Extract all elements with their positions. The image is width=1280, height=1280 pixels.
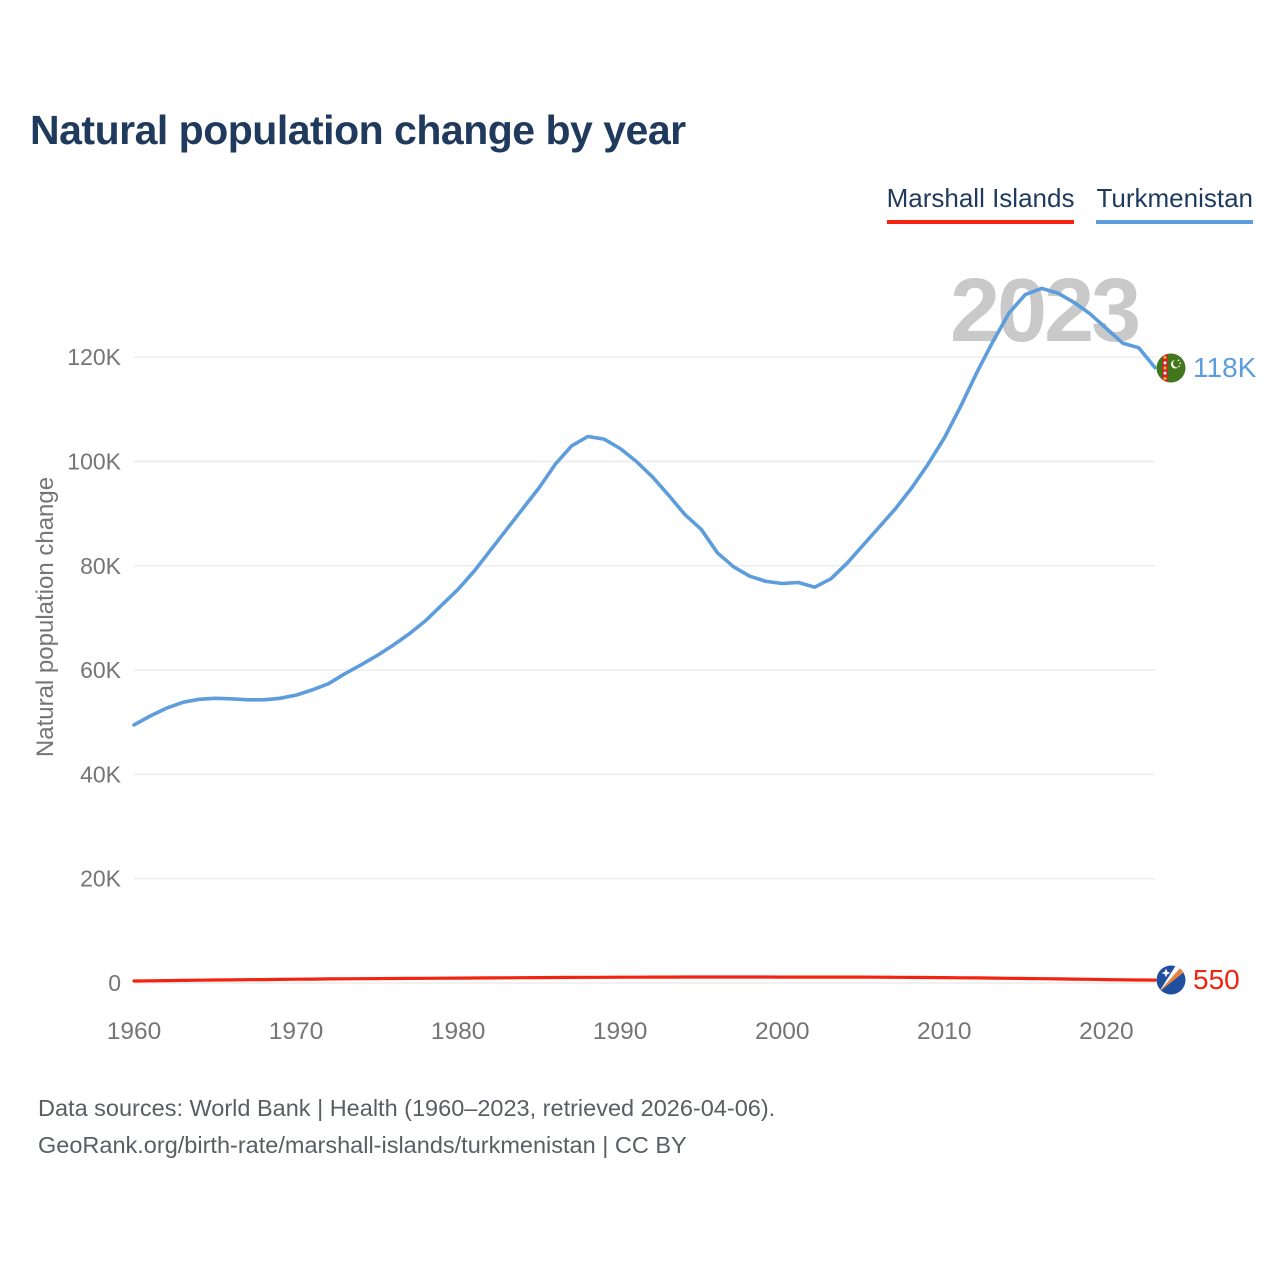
x-tick-label: 1960 (107, 1018, 162, 1045)
data-source-note: Data sources: World Bank | Health (1960–… (38, 1090, 775, 1164)
marshall-islands-end-value: 550 (1193, 964, 1240, 995)
legend-item-turkmenistan[interactable]: Turkmenistan (1096, 183, 1253, 224)
turkmenistan-flag-icon (1156, 353, 1186, 383)
turkmenistan-end-label: 118K (1156, 352, 1257, 383)
y-tick-label: 0 (108, 970, 121, 996)
legend-label-turkmenistan: Turkmenistan (1096, 183, 1253, 213)
turkmenistan-line[interactable] (132, 286, 1157, 727)
y-tick-label: 40K (80, 761, 122, 787)
x-tick-label: 1980 (431, 1018, 486, 1045)
x-tick-label: 1970 (269, 1018, 324, 1045)
y-tick-label: 100K (67, 449, 121, 475)
x-tick-label: 2000 (755, 1018, 810, 1045)
legend: Marshall Islands Turkmenistan (886, 183, 1253, 224)
x-tick-label: 2020 (1079, 1018, 1134, 1045)
turkmenistan-end-value: 118K (1193, 352, 1257, 383)
marshall-islands-end-label: 550 (1156, 964, 1240, 995)
marshall-islands-flag-icon (1156, 965, 1186, 995)
x-tick-label: 1990 (593, 1018, 648, 1045)
y-tick-label: 120K (67, 344, 121, 370)
marshall-islands-line[interactable] (132, 975, 1157, 983)
x-tick-label: 2010 (917, 1018, 972, 1045)
y-tick-label: 80K (80, 553, 122, 579)
data-source-line1: Data sources: World Bank | Health (1960–… (38, 1095, 776, 1121)
y-tick-label: 20K (80, 866, 122, 892)
page-title: Natural population change by year (30, 107, 686, 153)
chart-year-watermark: 2023 (950, 261, 1141, 361)
data-source-line2: GeoRank.org/birth-rate/marshall-islands/… (38, 1132, 687, 1158)
legend-label-marshall-islands: Marshall Islands (886, 183, 1075, 213)
legend-item-marshall-islands[interactable]: Marshall Islands (886, 183, 1075, 224)
y-tick-label: 60K (80, 657, 122, 683)
